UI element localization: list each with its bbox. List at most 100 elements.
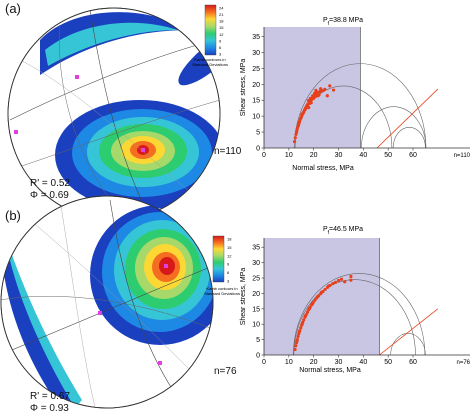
colorbar-tick: 18 <box>219 19 224 24</box>
y-tick-label: 0 <box>256 146 260 153</box>
y-tick-label: 35 <box>252 245 260 252</box>
data-point <box>332 88 335 91</box>
colorbar-tick: 18 <box>227 237 232 242</box>
y-tick-label: 0 <box>256 353 260 360</box>
data-point <box>293 140 296 143</box>
n-count-b: n=76 <box>214 366 237 378</box>
phi-a: Φ = 0.69 <box>30 190 69 202</box>
x-tick-label: 40 <box>359 152 367 159</box>
data-point <box>337 279 340 282</box>
data-point <box>349 275 352 278</box>
y-tick-label: 25 <box>252 276 260 283</box>
data-point <box>323 88 326 91</box>
y-tick-label: 5 <box>256 130 260 137</box>
n-count-a: n=110 <box>214 146 241 158</box>
x-axis-label: Normal stress, MPa <box>292 165 354 172</box>
colorbar-tick: 21 <box>219 12 224 17</box>
panel-label-b: (b) <box>5 208 21 223</box>
colorbar-tick: 12 <box>227 253 232 258</box>
panel-label-a: (a) <box>5 1 21 16</box>
x-tick-label: 0 <box>262 152 266 159</box>
chart-title: Pf=46.5 MPa <box>323 226 363 236</box>
colorbar-tick: 6 <box>219 45 222 50</box>
shaded-region <box>264 238 379 355</box>
data-point <box>293 348 296 351</box>
colorbar-tick: 15 <box>227 245 232 250</box>
y-axis-label: Shear stress, MPa <box>240 268 247 326</box>
data-point <box>340 278 343 281</box>
x-tick-label: 20 <box>310 152 318 159</box>
data-point <box>326 94 329 97</box>
data-point <box>349 279 352 282</box>
data-point <box>298 330 301 333</box>
y-tick-label: 25 <box>252 66 260 73</box>
data-point <box>305 104 308 107</box>
x-tick-label: 20 <box>310 359 318 366</box>
data-point <box>299 326 302 329</box>
mohr-circle <box>391 333 426 355</box>
data-point <box>327 284 330 287</box>
y-tick-label: 20 <box>252 82 260 89</box>
y-tick-label: 5 <box>256 337 260 344</box>
r-prime-b: R' = 0.67 <box>30 391 70 403</box>
y-tick-label: 30 <box>252 50 260 57</box>
data-point <box>295 130 298 133</box>
data-point <box>294 344 297 347</box>
n-label: n=110 <box>454 153 470 159</box>
data-point <box>310 101 313 104</box>
data-point <box>334 281 337 284</box>
data-point <box>328 84 331 87</box>
failure-line <box>379 309 437 355</box>
data-point <box>295 339 298 342</box>
colorbar-tick: 9 <box>219 38 222 43</box>
colorbar-tick: 9 <box>227 262 230 267</box>
data-point <box>314 89 317 92</box>
y-tick-label: 35 <box>252 34 260 41</box>
data-point <box>313 92 316 95</box>
data-point <box>302 318 305 321</box>
x-tick-label: 30 <box>335 152 343 159</box>
x-tick-label: 0 <box>262 359 266 366</box>
data-point <box>316 295 319 298</box>
y-tick-label: 15 <box>252 306 260 313</box>
x-tick-label: 60 <box>409 359 417 366</box>
data-point <box>323 288 326 291</box>
x-tick-label: 10 <box>285 152 293 159</box>
data-point <box>308 307 311 310</box>
colorbar-tick: 24 <box>219 6 224 11</box>
data-point <box>319 87 322 90</box>
y-tick-label: 30 <box>252 260 260 267</box>
x-tick-label: 60 <box>409 152 417 159</box>
data-point <box>296 335 299 338</box>
data-point <box>301 322 304 325</box>
data-point <box>331 282 334 285</box>
mohr-plot-b: 0 10 20 30 40 50 60 0 5 10 15 20 25 30 35 Pf=46.5 MPa No… <box>240 226 470 374</box>
data-point <box>298 121 301 124</box>
n-label: n=76 <box>456 360 470 366</box>
x-tick-label: 50 <box>384 152 392 159</box>
data-point <box>304 314 307 317</box>
y-tick-label: 10 <box>252 322 260 329</box>
data-point <box>307 99 310 102</box>
x-tick-label: 50 <box>384 359 392 366</box>
data-point <box>311 94 314 97</box>
y-tick-label: 10 <box>252 114 260 121</box>
stereonet-b <box>0 196 230 408</box>
colorbar-tick: 3 <box>227 279 230 284</box>
colorbar-tick: 3 <box>219 52 222 57</box>
colorbar-a-caption2: Standard Deviations <box>192 62 228 67</box>
chart-title: Pf=38.8 MPa <box>323 17 363 27</box>
colorbar-tick: 12 <box>219 32 224 37</box>
x-tick-label: 30 <box>335 359 343 366</box>
mohr-plot-a: 0 10 20 30 40 50 60 0 5 10 15 20 25 30 35 Pf=38.8 MPa No… <box>240 17 470 172</box>
colorbar-tick: 15 <box>219 25 224 30</box>
shaded-region <box>264 27 360 148</box>
x-tick-label: 10 <box>285 359 293 366</box>
data-point <box>320 291 323 294</box>
data-point <box>299 116 302 119</box>
data-point <box>300 113 303 116</box>
data-point <box>294 136 297 139</box>
y-tick-label: 20 <box>252 291 260 298</box>
